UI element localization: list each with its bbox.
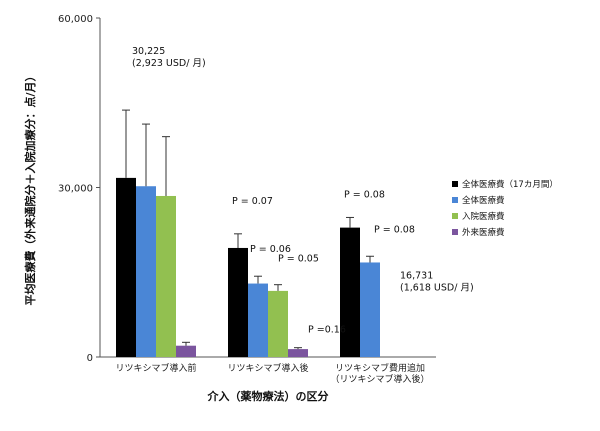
x-axis-title: 介入（薬物療法）の区分: [207, 389, 329, 403]
legend-label: 全体医療費: [462, 195, 505, 206]
legend-swatch: [452, 197, 458, 203]
category-labels: リツキシマブ導入前 リツキシマブ導入後 リツキシマブ費用追加（リツキシマブ導入後）: [115, 362, 429, 385]
y-tick-label: 30,000: [58, 184, 93, 195]
legend-swatch: [452, 229, 458, 235]
bar: [228, 247, 248, 357]
data-annotation: P = 0.05: [278, 254, 319, 265]
bar: [156, 195, 176, 357]
legend-swatch: [452, 181, 458, 187]
error-bars: [122, 109, 374, 350]
data-annotation: P = 0.06: [250, 244, 291, 255]
bar: [136, 186, 156, 357]
y-axis-title: 平均医療費（外来通院分＋入院加療分：点/月）: [23, 70, 37, 305]
legend-label: 全体医療費（17カ月間）: [462, 179, 558, 190]
category-label: リツキシマブ導入前: [115, 362, 196, 374]
bar: [116, 177, 136, 357]
data-annotation: P = 0.08: [374, 224, 415, 235]
y-tick-label: 60,000: [58, 14, 93, 25]
category-label: リツキシマブ導入後: [227, 362, 308, 374]
data-annotation: P = 0.08: [344, 189, 385, 200]
bar: [268, 290, 288, 357]
bar: [288, 349, 308, 357]
category-label: リツキシマブ費用追加（リツキシマブ導入後）: [330, 362, 429, 385]
bars: [116, 177, 380, 357]
bar: [340, 227, 360, 357]
legend-label: 外来医療費: [462, 227, 505, 238]
y-tick-label: 0: [87, 353, 93, 364]
data-annotation: 16,731 (1,618 USD/ 月): [400, 270, 474, 293]
data-annotation: P = 0.07: [232, 196, 273, 207]
data-annotation: P =0.16: [308, 325, 346, 336]
legend-swatch: [452, 213, 458, 219]
data-annotation: 30,225 (2,923 USD/ 月): [132, 46, 206, 69]
bar: [248, 283, 268, 357]
annotations: 30,225 (2,923 USD/ 月)P = 0.07P = 0.06P = …: [132, 46, 474, 336]
bar: [360, 262, 380, 357]
bar: [176, 345, 196, 357]
legend-label: 入院医療費: [462, 211, 505, 222]
